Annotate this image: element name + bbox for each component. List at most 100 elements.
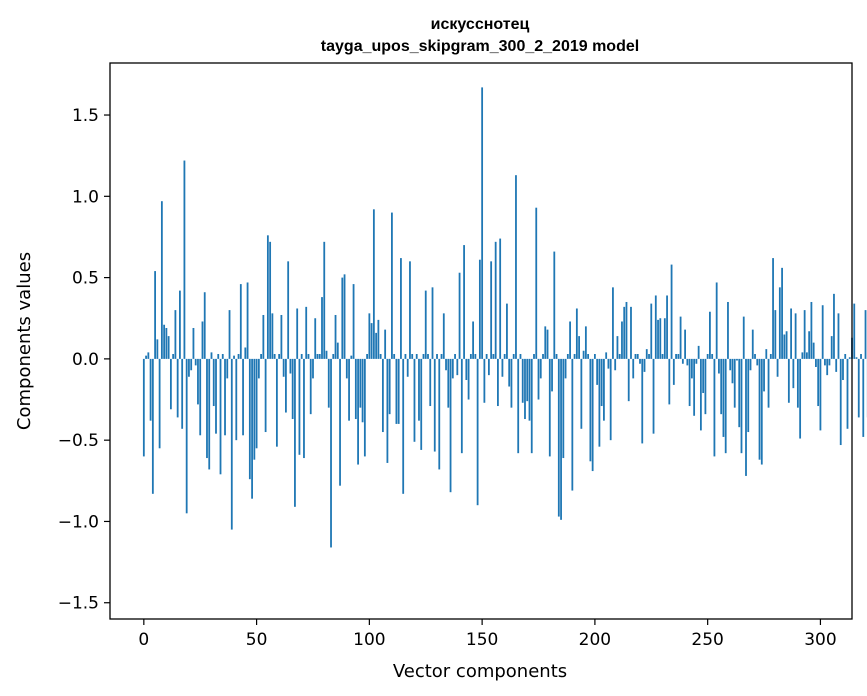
bar-16 xyxy=(179,290,181,359)
bar-235 xyxy=(672,358,675,385)
bar-164 xyxy=(512,354,515,359)
bar-224 xyxy=(648,354,650,359)
bar-32 xyxy=(215,358,217,434)
bar-197 xyxy=(587,354,590,359)
bar-267 xyxy=(745,358,747,476)
bar-293 xyxy=(803,310,806,359)
bar-309 xyxy=(839,358,842,446)
bar-313 xyxy=(848,357,851,359)
bar-295 xyxy=(808,331,811,359)
bar-138 xyxy=(454,354,456,359)
bar-156 xyxy=(494,241,497,359)
bar-171 xyxy=(528,358,531,421)
bar-143 xyxy=(465,358,468,381)
bar-307 xyxy=(835,358,838,372)
bar-232 xyxy=(666,295,668,359)
bar-319 xyxy=(862,358,865,437)
bar-105 xyxy=(379,354,382,359)
bar-219 xyxy=(636,354,639,359)
y-axis-ticks: −1.5 −1.0 −0.5 0.0 0.5 1.0 1.5 xyxy=(58,106,110,614)
bar-182 xyxy=(553,251,556,359)
bar-112 xyxy=(395,358,398,424)
bar-9 xyxy=(163,324,166,359)
bar-48 xyxy=(251,358,253,499)
bar-200 xyxy=(593,354,596,359)
bar-273 xyxy=(758,358,761,460)
bar-241 xyxy=(686,358,689,366)
bar-215 xyxy=(627,358,630,402)
bar-54 xyxy=(264,358,267,433)
bar-291 xyxy=(799,358,802,439)
bar-23 xyxy=(194,358,197,366)
bar-146 xyxy=(472,321,474,359)
bar-179 xyxy=(546,329,549,359)
bar-142 xyxy=(463,245,465,359)
bar-86 xyxy=(336,342,339,359)
bar-237 xyxy=(677,354,680,359)
bar-70 xyxy=(300,354,303,359)
bar-117 xyxy=(406,358,409,377)
bar-284 xyxy=(783,334,786,359)
bar-119 xyxy=(411,354,414,359)
bar-69 xyxy=(298,358,301,455)
bar-310 xyxy=(842,358,844,381)
bar-186 xyxy=(562,358,565,459)
bar-110 xyxy=(391,212,393,359)
bar-151 xyxy=(483,358,486,403)
bar-137 xyxy=(451,358,454,379)
bar-195 xyxy=(582,350,585,359)
bar-192 xyxy=(575,308,578,359)
bar-118 xyxy=(409,261,411,359)
bar-265 xyxy=(740,358,743,454)
x-tick-label: 100 xyxy=(353,630,385,650)
bar-207 xyxy=(609,358,612,441)
bar-247 xyxy=(699,358,702,431)
bar-74 xyxy=(309,358,312,415)
bar-209 xyxy=(614,358,617,371)
bar-109 xyxy=(388,358,391,415)
bar-57 xyxy=(271,313,274,359)
bar-85 xyxy=(334,314,337,359)
bar-172 xyxy=(530,358,533,454)
bar-108 xyxy=(386,358,389,463)
bar-163 xyxy=(510,358,513,408)
bar-4 xyxy=(151,358,154,494)
bar-58 xyxy=(273,354,276,359)
x-tick-label: 300 xyxy=(804,630,836,650)
bar-20 xyxy=(188,358,190,377)
bar-252 xyxy=(711,354,714,359)
bar-292 xyxy=(801,352,804,359)
bars-group xyxy=(142,87,867,548)
bar-249 xyxy=(704,358,707,415)
bar-61 xyxy=(280,314,283,359)
bar-296 xyxy=(810,301,813,359)
bar-52 xyxy=(260,354,262,359)
bar-90 xyxy=(345,358,348,379)
bar-246 xyxy=(697,345,700,359)
bar-92 xyxy=(350,355,353,359)
bar-93 xyxy=(352,284,355,359)
y-tick-label: 0.0 xyxy=(72,350,99,370)
bar-72 xyxy=(305,306,308,359)
bar-49 xyxy=(253,358,256,460)
bar-96 xyxy=(359,358,362,408)
bar-204 xyxy=(603,358,605,421)
bar-181 xyxy=(551,358,553,392)
bar-304 xyxy=(828,358,831,366)
bar-312 xyxy=(846,358,849,429)
bar-121 xyxy=(415,354,418,359)
bar-50 xyxy=(255,358,258,449)
bar-97 xyxy=(361,358,364,423)
bar-128 xyxy=(431,287,434,359)
bar-263 xyxy=(736,358,738,361)
bar-18 xyxy=(183,160,186,359)
bar-104 xyxy=(377,319,380,359)
bar-91 xyxy=(348,358,350,421)
bar-37 xyxy=(226,358,229,379)
bar-297 xyxy=(812,342,815,359)
bar-144 xyxy=(467,358,470,400)
bar-259 xyxy=(727,301,729,359)
bar-140 xyxy=(458,272,461,359)
bar-150 xyxy=(481,87,484,359)
bar-178 xyxy=(544,326,547,359)
